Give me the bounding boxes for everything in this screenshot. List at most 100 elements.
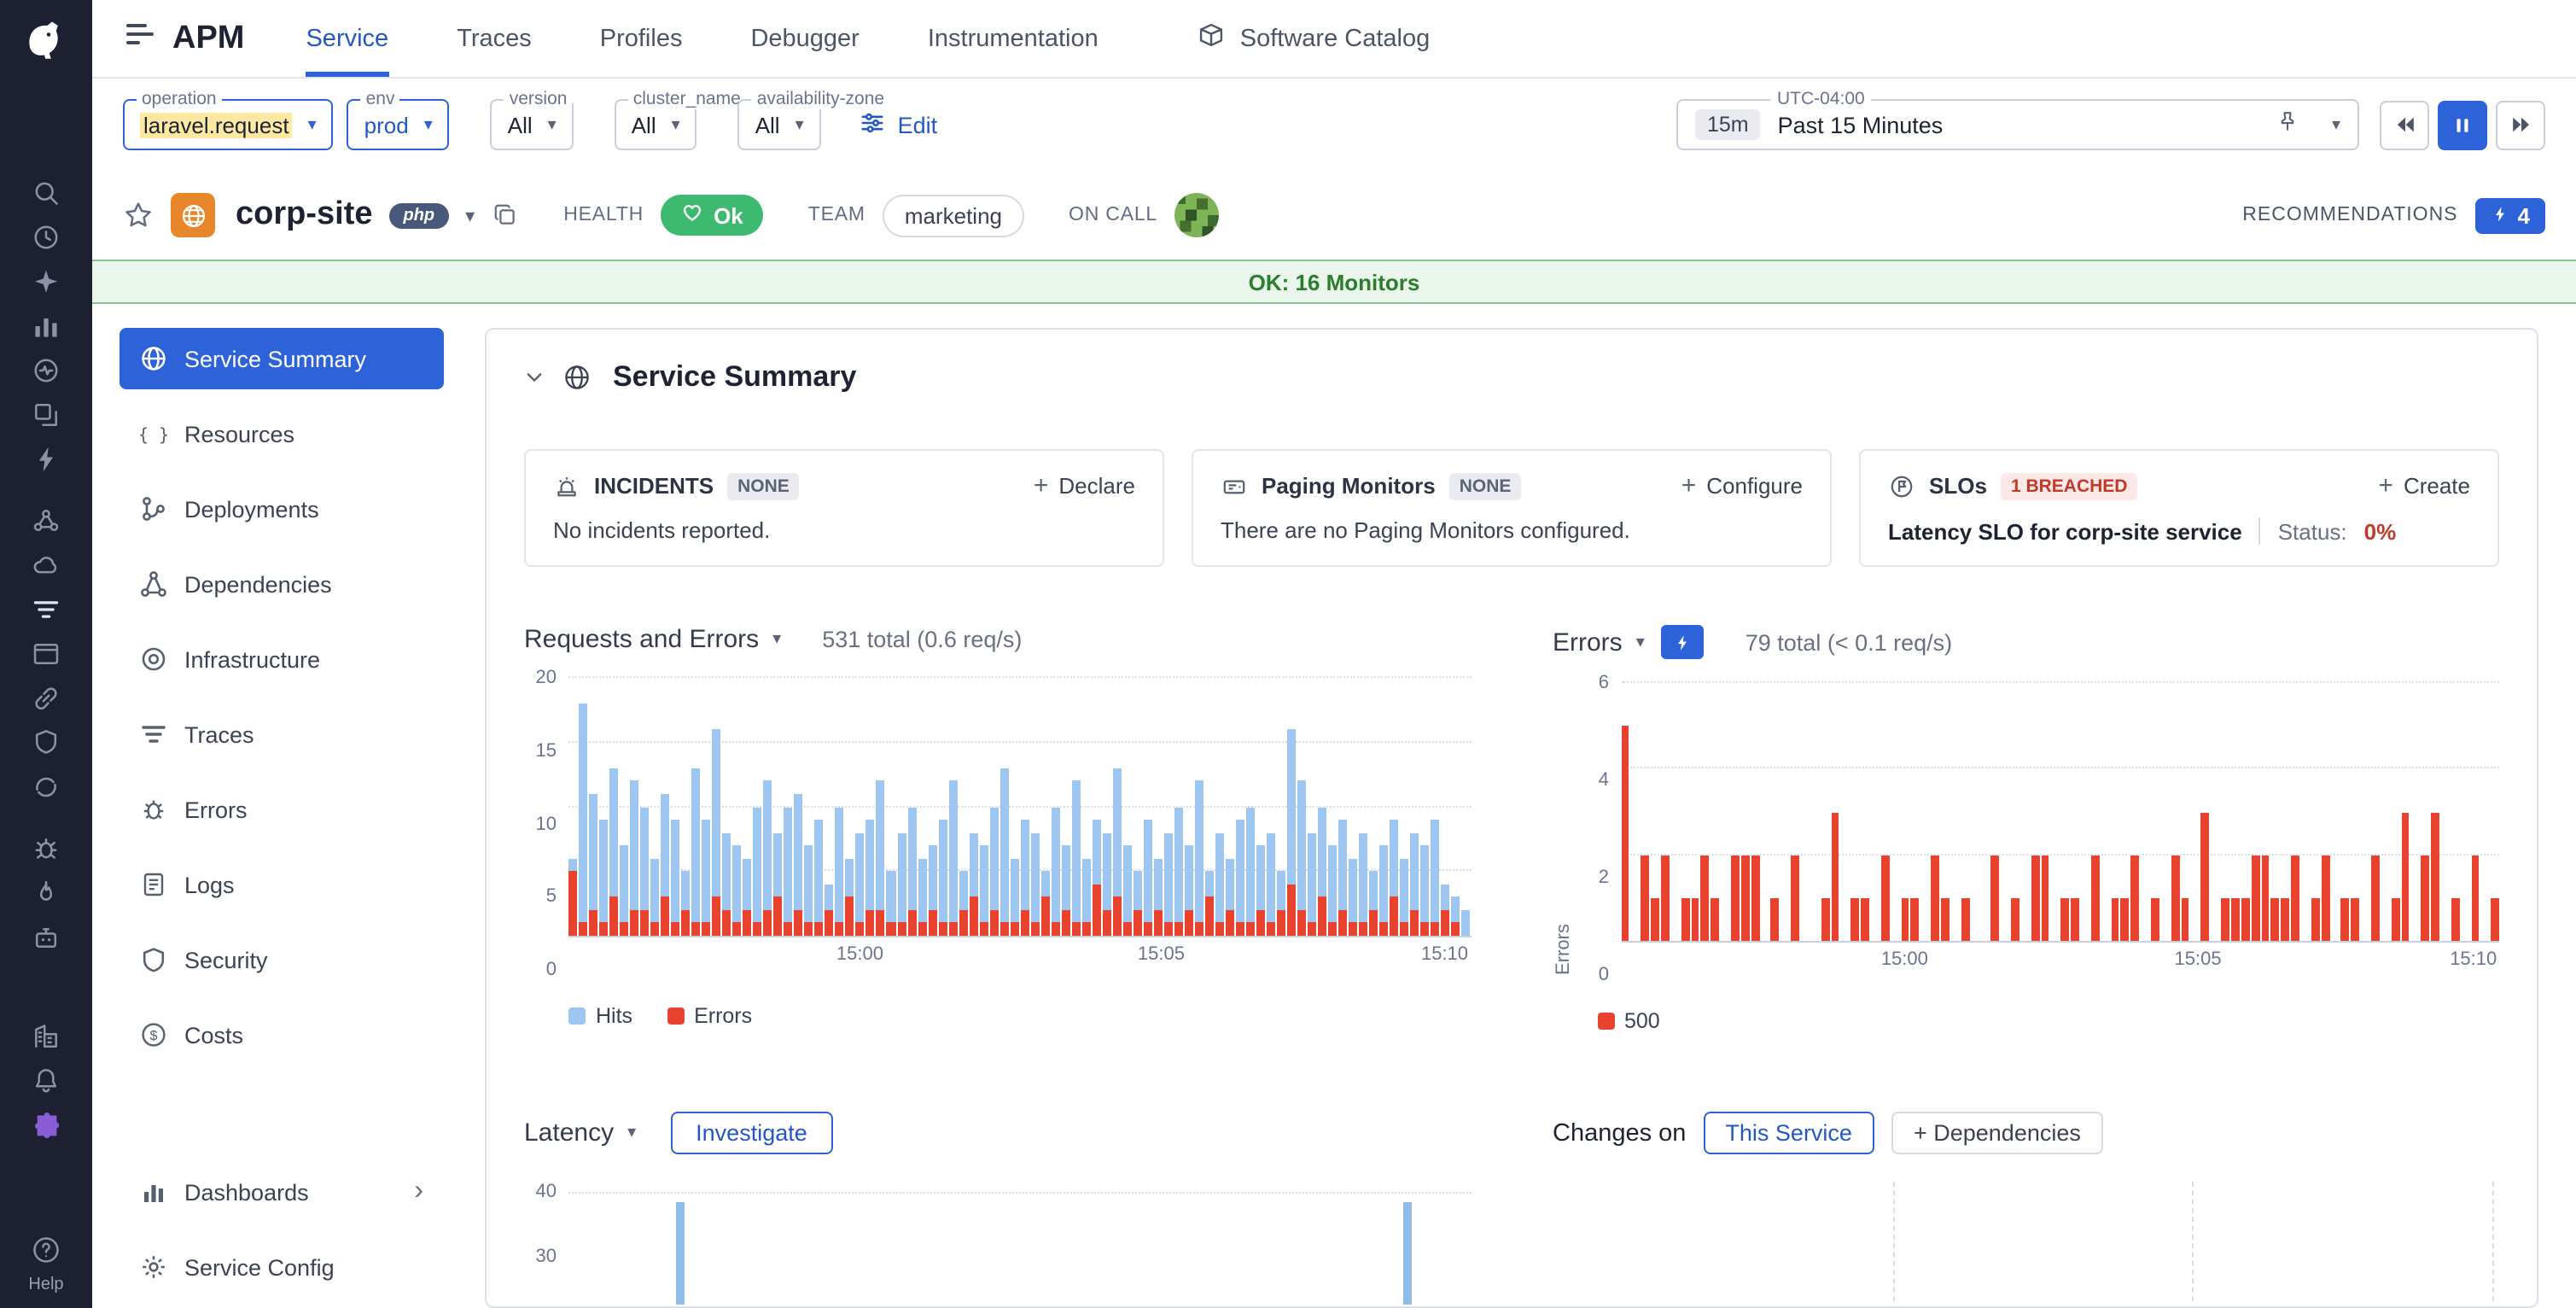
search-icon[interactable] [15,171,77,215]
bar-column[interactable] [1981,683,1990,941]
ci-pipelines-icon[interactable] [15,765,77,809]
bar-column[interactable] [1951,683,1960,941]
bar-column[interactable] [804,678,813,936]
bar-column[interactable] [1651,683,1659,941]
bar-column[interactable] [1277,678,1286,936]
bar-column[interactable] [1400,678,1409,936]
bar-column[interactable] [1990,683,2000,941]
bar-column[interactable] [599,678,609,936]
bar-column[interactable] [2331,683,2340,941]
sidebar-item-service-config[interactable]: Service Config [119,1236,444,1298]
bar-column[interactable] [1369,678,1378,936]
bar-column[interactable] [2301,683,2310,941]
bar-column[interactable] [2311,683,2320,941]
bar-column[interactable] [712,678,721,936]
bar-column[interactable] [1318,678,1327,936]
watchdog-icon[interactable] [15,260,77,304]
favorite-star-icon[interactable] [123,200,154,231]
bar-column[interactable] [2161,683,2170,941]
latency-chart-title[interactable]: Latency [524,1118,615,1147]
bar-column[interactable] [2411,683,2420,941]
bar-column[interactable] [1267,678,1276,936]
version-filter[interactable]: version All ▾ [490,89,574,150]
sidebar-item-errors[interactable]: Errors [119,779,444,840]
bar-column[interactable] [671,678,680,936]
bar-column[interactable] [1880,683,1890,941]
bar-column[interactable] [1030,678,1040,936]
software-catalog-link[interactable]: Software Catalog [1198,0,1430,77]
bar-column[interactable] [2051,683,2060,941]
bar-column[interactable] [1461,678,1471,936]
bar-column[interactable] [1236,678,1245,936]
tab-profiles[interactable]: Profiles [599,25,683,52]
bar-column[interactable] [1431,678,1440,936]
tab-debugger[interactable]: Debugger [750,25,860,52]
dashboards-rail-icon[interactable] [15,304,77,348]
bar-column[interactable] [876,678,885,936]
synthetics-link-icon[interactable] [15,676,77,721]
bar-column[interactable] [1761,683,1769,941]
help-icon[interactable] [15,1228,77,1272]
slo-name-link[interactable]: Latency SLO for corp-site service [1888,518,2242,544]
declare-incident-button[interactable]: + Declare [1034,471,1135,500]
bar-column[interactable] [1194,678,1203,936]
bar-column[interactable] [2021,683,2030,941]
bar-column[interactable] [2130,683,2140,941]
organization-icon[interactable] [15,1014,77,1059]
bar-column[interactable] [2031,683,2040,941]
bar-column[interactable] [568,678,578,936]
bar-column[interactable] [2391,683,2400,941]
sidebar-item-security[interactable]: Security [119,929,444,990]
bar-column[interactable] [2090,683,2100,941]
bar-column[interactable] [2191,683,2200,941]
bar-column[interactable] [1801,683,1810,941]
bar-column[interactable] [1941,683,1949,941]
bar-column[interactable] [1861,683,1869,941]
bar-column[interactable] [579,678,588,936]
bar-column[interactable] [1133,678,1142,936]
bar-column[interactable] [865,678,875,936]
changes-this-service-button[interactable]: This Service [1703,1112,1874,1154]
bar-column[interactable] [2230,683,2240,941]
bar-column[interactable] [1308,678,1317,936]
bar-column[interactable] [1081,678,1091,936]
bar-column[interactable] [1184,678,1193,936]
apm-brand[interactable]: APM [123,0,244,77]
bar-column[interactable] [1000,678,1009,936]
bar-column[interactable] [1631,683,1640,941]
bar-column[interactable] [2340,683,2350,941]
changes-dependencies-button[interactable]: + Dependencies [1891,1112,2103,1154]
bar-column[interactable] [1910,683,1920,941]
bar-column[interactable] [1871,683,1880,941]
bar-column[interactable] [1850,683,1860,941]
bar-column[interactable] [1379,678,1389,936]
bar-column[interactable] [2471,683,2480,941]
bar-column[interactable] [1256,678,1266,936]
bar-column[interactable] [1740,683,1750,941]
bar-column[interactable] [2261,683,2270,941]
bar-column[interactable] [845,678,854,936]
error-tracking-bug-icon[interactable] [15,826,77,871]
notifications-bell-icon[interactable] [15,1059,77,1103]
bar-column[interactable] [650,678,660,936]
pin-icon[interactable] [2276,108,2299,141]
bar-column[interactable] [938,678,947,936]
bar-column[interactable] [1297,678,1307,936]
chevron-down-icon[interactable]: ▾ [2331,115,2340,134]
bar-column[interactable] [1811,683,1820,941]
marketplace-puzzle-icon[interactable] [15,1103,77,1147]
sidebar-item-dependencies[interactable]: Dependencies [119,553,444,615]
bar-column[interactable] [1671,683,1680,941]
bar-column[interactable] [1770,683,1780,941]
bar-column[interactable] [691,678,701,936]
bar-column[interactable] [814,678,824,936]
bar-column[interactable] [2421,683,2430,941]
bar-column[interactable] [2401,683,2410,941]
legend-item[interactable]: Errors [667,1004,752,1028]
team-badge[interactable]: marketing [882,194,1024,236]
bar-column[interactable] [855,678,865,936]
bar-column[interactable] [1660,683,1670,941]
bar-column[interactable] [1092,678,1101,936]
bar-column[interactable] [1831,683,1839,941]
infrastructure-icon[interactable] [15,499,77,543]
